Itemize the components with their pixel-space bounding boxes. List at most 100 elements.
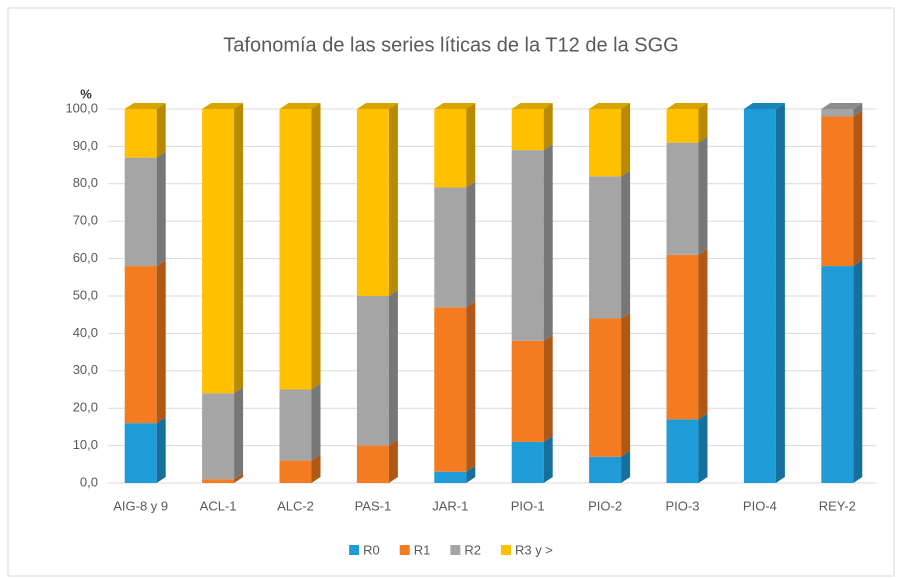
bar-segment	[511, 441, 544, 483]
bar-segment	[124, 157, 157, 267]
bar-segment	[666, 419, 699, 483]
legend-label: R1	[414, 542, 431, 557]
bar-top	[279, 103, 321, 109]
y-tick-label: 100,0	[65, 100, 98, 115]
bar-segment	[589, 109, 622, 177]
bar-side	[853, 103, 863, 117]
x-tick-label: PIO-3	[666, 498, 700, 513]
bar-side	[156, 151, 166, 267]
bar-segment	[511, 150, 544, 341]
bar-side	[156, 417, 166, 483]
bar-top	[434, 103, 476, 109]
bar-top	[743, 103, 785, 109]
bar-side	[543, 334, 553, 442]
x-tick-label: PIO-2	[588, 498, 622, 513]
bar-side	[311, 103, 321, 390]
legend-swatch	[500, 545, 511, 555]
bar-segment	[511, 340, 544, 442]
bar-top	[356, 103, 398, 109]
legend-swatch	[349, 545, 360, 555]
bar-side	[156, 260, 166, 424]
bar-side	[853, 260, 863, 483]
bar-segment	[821, 116, 854, 267]
bar-side	[466, 103, 476, 188]
y-tick-label: 10,0	[73, 437, 98, 452]
bar-segment	[434, 109, 467, 188]
bar-side	[543, 144, 553, 341]
bar-side	[698, 248, 708, 420]
bar-segment	[202, 109, 235, 394]
bar-side	[234, 473, 244, 483]
bar-segment	[279, 460, 312, 483]
y-tick-label: 20,0	[73, 400, 98, 415]
bar-segment	[434, 307, 467, 472]
bar-top	[666, 103, 708, 109]
y-tick-label: 40,0	[73, 325, 98, 340]
bar-top	[511, 103, 553, 109]
bar-side	[466, 301, 476, 472]
bar-side	[311, 383, 321, 461]
legend-label: R0	[363, 542, 380, 557]
bar-segment	[743, 109, 776, 483]
y-tick-label: 60,0	[73, 250, 98, 265]
bar-side	[543, 103, 553, 151]
bar-segment	[279, 389, 312, 461]
bar-side	[156, 103, 166, 158]
bar-side	[698, 103, 708, 143]
x-tick-label: JAR-1	[432, 498, 468, 513]
y-tick-label: 0,0	[80, 474, 98, 489]
bar-segment	[202, 479, 235, 483]
bar-side	[234, 103, 244, 394]
y-tick-label: 90,0	[73, 138, 98, 153]
x-tick-label: ALC-2	[277, 498, 314, 513]
bar-segment	[124, 266, 157, 424]
bar-side	[311, 454, 321, 483]
bar-segment	[821, 266, 854, 483]
bar-top	[589, 103, 631, 109]
bar-side	[698, 413, 708, 483]
bar-side	[388, 103, 398, 296]
x-tick-label: AIG-8 y 9	[113, 498, 168, 513]
bar-segment	[356, 445, 389, 483]
y-tick-label: 70,0	[73, 213, 98, 228]
bar-side	[621, 170, 631, 319]
bar-segment	[821, 109, 854, 117]
legend-swatch	[450, 545, 461, 555]
y-tick-label: 50,0	[73, 287, 98, 302]
y-axis-label: %	[80, 86, 92, 101]
bar-top	[821, 103, 863, 109]
legend-label: R3 y >	[515, 542, 553, 557]
x-tick-label: ACL-1	[200, 498, 237, 513]
bar-segment	[511, 109, 544, 151]
bar-segment	[356, 296, 389, 446]
y-tick-label: 80,0	[73, 175, 98, 190]
chart-title: Tafonomía de las series líticas de la T1…	[223, 34, 678, 56]
x-tick-label: PIO-4	[743, 498, 777, 513]
bar-side	[775, 103, 785, 483]
bar-segment	[666, 109, 699, 143]
x-tick-label: REY-2	[819, 498, 856, 513]
bar-side	[388, 290, 398, 446]
y-tick-label: 30,0	[73, 362, 98, 377]
bar-side	[698, 136, 708, 255]
x-tick-label: PAS-1	[355, 498, 392, 513]
bar-side	[853, 110, 863, 267]
bar-side	[621, 450, 631, 483]
bar-segment	[124, 109, 157, 158]
bar-segment	[589, 318, 622, 457]
bar-segment	[589, 176, 622, 319]
bar-side	[234, 387, 244, 480]
bar-segment	[202, 393, 235, 480]
bar-segment	[589, 456, 622, 483]
bar-side	[621, 103, 631, 177]
bar-side	[388, 439, 398, 483]
legend-swatch	[399, 545, 410, 555]
bar-side	[621, 312, 631, 457]
bar-segment	[356, 109, 389, 296]
legend-label: R2	[464, 542, 481, 557]
x-tick-label: PIO-1	[511, 498, 545, 513]
bar-side	[466, 181, 476, 308]
bar-segment	[666, 254, 699, 420]
bar-top	[202, 103, 244, 109]
